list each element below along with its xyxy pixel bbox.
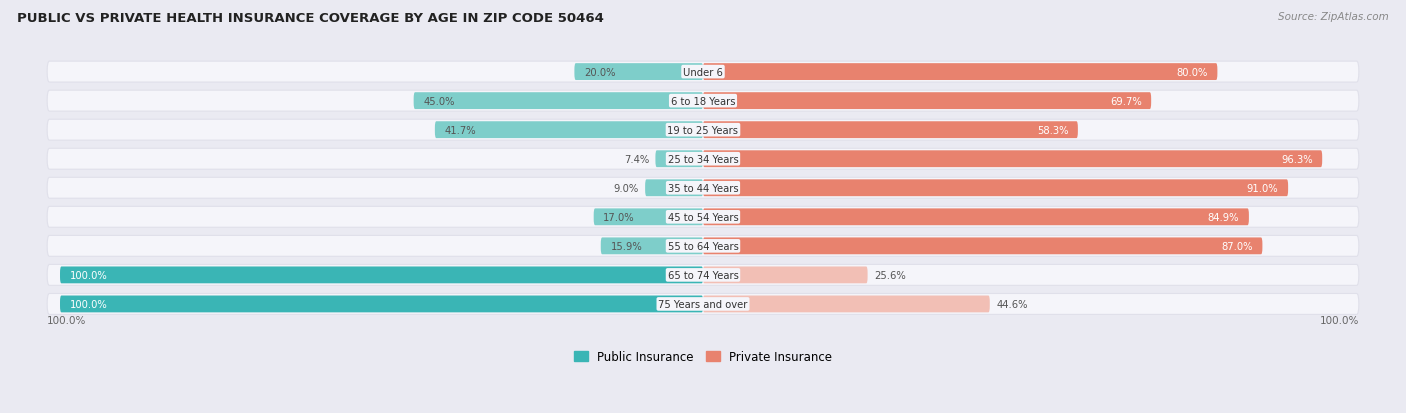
Text: 45.0%: 45.0% [423,96,454,107]
Text: 100.0%: 100.0% [70,270,107,280]
FancyBboxPatch shape [434,122,703,139]
Text: 7.4%: 7.4% [624,154,650,164]
Text: 100.0%: 100.0% [48,315,87,325]
FancyBboxPatch shape [48,178,1358,199]
Text: 6 to 18 Years: 6 to 18 Years [671,96,735,107]
Text: 100.0%: 100.0% [70,299,107,309]
FancyBboxPatch shape [600,238,703,255]
Text: 65 to 74 Years: 65 to 74 Years [668,270,738,280]
FancyBboxPatch shape [48,207,1358,228]
Text: Source: ZipAtlas.com: Source: ZipAtlas.com [1278,12,1389,22]
Text: 91.0%: 91.0% [1247,183,1278,193]
Text: 96.3%: 96.3% [1281,154,1313,164]
FancyBboxPatch shape [703,296,990,313]
FancyBboxPatch shape [413,93,703,110]
Text: 58.3%: 58.3% [1036,126,1069,135]
FancyBboxPatch shape [60,267,703,284]
Text: 80.0%: 80.0% [1177,67,1208,77]
FancyBboxPatch shape [703,151,1322,168]
FancyBboxPatch shape [703,209,1249,225]
Text: PUBLIC VS PRIVATE HEALTH INSURANCE COVERAGE BY AGE IN ZIP CODE 50464: PUBLIC VS PRIVATE HEALTH INSURANCE COVER… [17,12,603,25]
FancyBboxPatch shape [655,151,703,168]
Text: 35 to 44 Years: 35 to 44 Years [668,183,738,193]
FancyBboxPatch shape [703,93,1152,110]
FancyBboxPatch shape [703,267,868,284]
FancyBboxPatch shape [575,64,703,81]
Text: 75 Years and over: 75 Years and over [658,299,748,309]
Text: 19 to 25 Years: 19 to 25 Years [668,126,738,135]
Text: 44.6%: 44.6% [997,299,1028,309]
Text: 25 to 34 Years: 25 to 34 Years [668,154,738,164]
Text: 55 to 64 Years: 55 to 64 Years [668,241,738,251]
FancyBboxPatch shape [703,238,1263,255]
FancyBboxPatch shape [48,62,1358,83]
FancyBboxPatch shape [645,180,703,197]
Text: 20.0%: 20.0% [583,67,616,77]
FancyBboxPatch shape [60,296,703,313]
Text: 25.6%: 25.6% [875,270,905,280]
Text: 17.0%: 17.0% [603,212,636,222]
Text: 45 to 54 Years: 45 to 54 Years [668,212,738,222]
FancyBboxPatch shape [703,64,1218,81]
Text: 41.7%: 41.7% [444,126,477,135]
Text: 84.9%: 84.9% [1208,212,1239,222]
Text: 9.0%: 9.0% [613,183,638,193]
Text: 15.9%: 15.9% [610,241,643,251]
FancyBboxPatch shape [703,180,1288,197]
Text: 69.7%: 69.7% [1109,96,1142,107]
Legend: Public Insurance, Private Insurance: Public Insurance, Private Insurance [569,346,837,368]
FancyBboxPatch shape [48,236,1358,257]
FancyBboxPatch shape [48,265,1358,286]
FancyBboxPatch shape [703,122,1078,139]
FancyBboxPatch shape [593,209,703,225]
FancyBboxPatch shape [48,294,1358,315]
FancyBboxPatch shape [48,149,1358,170]
Text: 100.0%: 100.0% [1319,315,1358,325]
Text: Under 6: Under 6 [683,67,723,77]
FancyBboxPatch shape [48,120,1358,141]
FancyBboxPatch shape [48,91,1358,112]
Text: 87.0%: 87.0% [1222,241,1253,251]
